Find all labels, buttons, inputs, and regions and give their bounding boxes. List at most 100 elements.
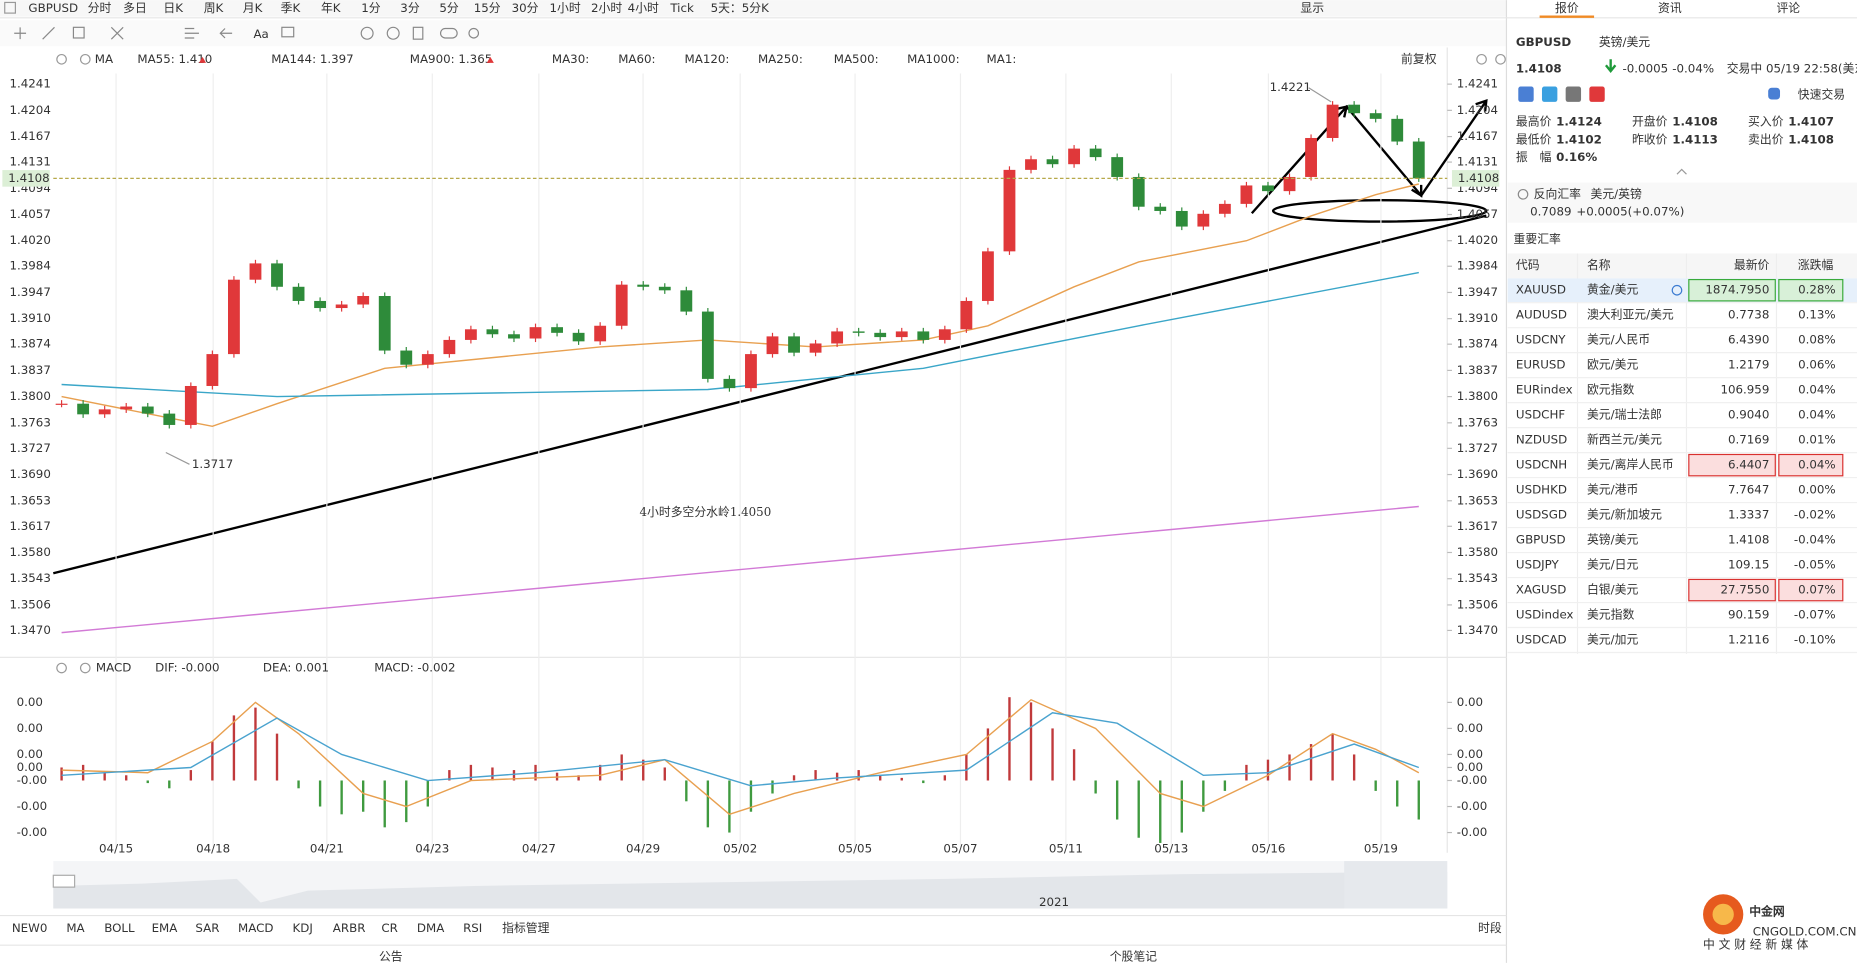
share-icon[interactable] bbox=[1541, 86, 1558, 102]
indicator-tab[interactable]: RSI bbox=[463, 921, 482, 935]
period-tab[interactable]: 2小时 bbox=[591, 1, 622, 15]
share-icon[interactable] bbox=[1589, 86, 1605, 102]
line-icon[interactable] bbox=[42, 26, 55, 40]
table-row[interactable]: NZDUSD 新西兰元/美元 0.7169 0.01% bbox=[1507, 433, 1857, 454]
channel-icon[interactable] bbox=[184, 27, 199, 39]
trash-icon[interactable] bbox=[412, 26, 424, 40]
pane-icon[interactable] bbox=[1495, 53, 1506, 65]
period-tab[interactable]: Tick bbox=[669, 1, 694, 15]
quick-trade[interactable]: 快速交易 bbox=[1798, 87, 1845, 101]
period-tab[interactable]: 1小时 bbox=[550, 1, 581, 15]
y-tick-label: -0.00 bbox=[17, 825, 48, 839]
pane-icon[interactable] bbox=[56, 53, 67, 65]
pane-icon[interactable] bbox=[56, 662, 67, 674]
session-tab[interactable]: 时段 bbox=[1478, 921, 1502, 935]
indicator-tab[interactable]: EMA bbox=[152, 921, 178, 935]
last-price-box bbox=[1451, 170, 1500, 187]
period-tab[interactable]: 季K bbox=[281, 1, 301, 15]
period-tab[interactable]: 4小时 bbox=[628, 1, 659, 15]
indicator-tab[interactable]: ARBR bbox=[333, 921, 366, 935]
eye-icon[interactable] bbox=[386, 26, 400, 40]
table-row[interactable]: AUDUSD 澳大利亚元/美元 0.7738 0.13% bbox=[1507, 308, 1857, 329]
indicator-tab[interactable]: CR bbox=[381, 921, 397, 935]
indicator-tab[interactable]: MACD bbox=[238, 921, 273, 935]
pane-icon[interactable] bbox=[1476, 53, 1487, 65]
y-tick-label: 0.00 bbox=[17, 760, 43, 774]
period-tab[interactable]: 周K bbox=[204, 1, 224, 15]
indicator-tab[interactable]: BOLL bbox=[104, 921, 135, 935]
display-menu[interactable]: 显示 bbox=[1300, 1, 1324, 15]
macd-bar bbox=[1288, 754, 1291, 781]
table-row[interactable]: USDSGD 美元/新加坡元 1.3337 -0.02% bbox=[1507, 508, 1857, 529]
y-tick-label: 1.3580 bbox=[1457, 545, 1498, 559]
indicator-tab[interactable]: KDJ bbox=[293, 921, 313, 935]
indicator-tab[interactable]: SAR bbox=[195, 921, 219, 935]
indicator-tab[interactable]: 指标管理 bbox=[502, 921, 549, 935]
period-tab[interactable]: 15分 bbox=[474, 1, 501, 15]
indicator-tab[interactable]: NEW0 bbox=[12, 921, 48, 935]
period-tab[interactable]: 分时 bbox=[88, 1, 112, 15]
panel-tab[interactable]: 评论 bbox=[1776, 1, 1800, 15]
period-tab[interactable]: 年K bbox=[321, 1, 341, 15]
footer-tab[interactable]: 公告 bbox=[379, 950, 403, 963]
table-row[interactable]: USDCAD 美元/加元 1.2116 -0.10% bbox=[1507, 633, 1857, 654]
rate-price: 7.7647 bbox=[1728, 483, 1769, 497]
table-row[interactable]: XAGUSD 白银/美元 27.7550 0.07% bbox=[1507, 578, 1857, 604]
text-tool[interactable]: Aa bbox=[253, 27, 268, 41]
period-tab[interactable]: 30分 bbox=[512, 1, 539, 15]
macd-bar bbox=[1137, 780, 1140, 838]
share-icon[interactable] bbox=[1565, 86, 1582, 102]
period-tab[interactable]: 月K bbox=[243, 1, 263, 15]
stat-label: 买入价 bbox=[1748, 115, 1784, 129]
table-row[interactable]: USDindex 美元指数 90.159 -0.07% bbox=[1507, 608, 1857, 629]
table-row[interactable]: USDCNH 美元/离岸人民币 6.4407 0.04% bbox=[1507, 453, 1857, 479]
pane-icon[interactable] bbox=[79, 662, 91, 674]
period-tab[interactable]: 1分 bbox=[361, 1, 381, 15]
fib-icon[interactable] bbox=[110, 26, 124, 40]
adjust-button[interactable]: 前复权 bbox=[1401, 52, 1437, 66]
table-row[interactable]: USDHKD 美元/港币 7.7647 0.00% bbox=[1507, 483, 1857, 504]
pane-icon[interactable] bbox=[79, 53, 91, 65]
inverse-pair[interactable]: 美元/英镑 bbox=[1591, 187, 1642, 201]
table-row[interactable]: USDCHF 美元/瑞士法郎 0.9040 0.04% bbox=[1507, 408, 1857, 429]
share-icon[interactable] bbox=[1518, 86, 1534, 102]
period-tab[interactable]: 多日 bbox=[123, 1, 147, 15]
candle bbox=[1046, 159, 1059, 165]
table-row[interactable]: EURindex 欧元指数 106.959 0.04% bbox=[1507, 383, 1857, 404]
candle bbox=[1348, 104, 1361, 114]
candle bbox=[701, 311, 714, 379]
navigator-window[interactable] bbox=[1344, 861, 1448, 909]
table-row[interactable]: GBPUSD 英镑/美元 1.4108 -0.04% bbox=[1507, 533, 1857, 554]
y-tick-label: 1.4204 bbox=[1457, 103, 1498, 117]
bell-icon[interactable] bbox=[1768, 87, 1781, 100]
tool-icons[interactable] bbox=[14, 26, 480, 40]
panel-tab[interactable]: 资讯 bbox=[1658, 1, 1682, 15]
table-row[interactable]: USDJPY 美元/日元 109.15 -0.05% bbox=[1507, 558, 1857, 579]
period-tab[interactable]: 5分 bbox=[439, 1, 459, 15]
link-icon[interactable] bbox=[439, 27, 458, 39]
period-tab[interactable]: 日K bbox=[163, 1, 183, 15]
period-tab[interactable]: 5天：5分K bbox=[711, 1, 770, 15]
period-tab[interactable]: 3分 bbox=[400, 1, 420, 15]
table-row[interactable]: USDCNY 美元/人民币 6.4390 0.08% bbox=[1507, 333, 1857, 354]
table-row[interactable]: EURUSD 欧元/美元 1.2179 0.06% bbox=[1507, 358, 1857, 379]
footer-tab[interactable]: 个股笔记 bbox=[1110, 950, 1157, 963]
collapse-caret[interactable] bbox=[1676, 168, 1687, 175]
y-tick-label: 1.3800 bbox=[9, 389, 50, 403]
note-icon[interactable] bbox=[281, 26, 295, 38]
indicator-tab[interactable]: DMA bbox=[417, 921, 444, 935]
candle bbox=[163, 413, 176, 425]
panel-tab[interactable]: 报价 bbox=[1555, 1, 1579, 15]
move-icon[interactable] bbox=[14, 27, 27, 40]
rate-price: 1.2116 bbox=[1728, 633, 1769, 647]
rect-icon[interactable] bbox=[72, 26, 85, 39]
symbol-tab[interactable]: GBPUSD bbox=[28, 1, 78, 15]
table-row[interactable]: XAUUSD 黄金/美元 1874.7950 0.28% bbox=[1507, 278, 1857, 304]
settings-icon[interactable] bbox=[468, 27, 480, 39]
undo-icon[interactable] bbox=[219, 28, 233, 39]
navigator-handle[interactable] bbox=[52, 874, 76, 888]
circle-icon[interactable] bbox=[360, 26, 374, 40]
indicator-tab[interactable]: MA bbox=[66, 921, 84, 935]
candle bbox=[206, 354, 219, 386]
rate-code: AUDUSD bbox=[1516, 308, 1567, 322]
